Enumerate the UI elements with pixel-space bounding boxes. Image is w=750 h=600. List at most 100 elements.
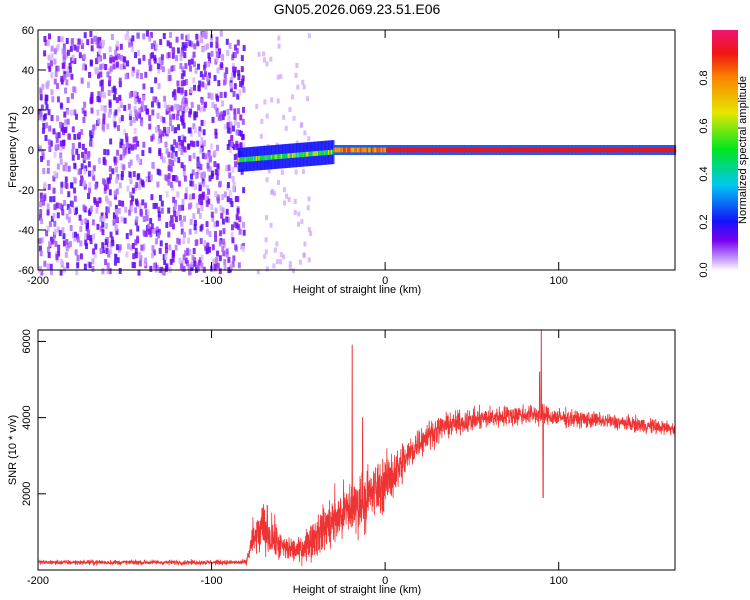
faint-cell <box>283 200 287 206</box>
noise-cell <box>117 125 121 132</box>
noise-cell <box>104 239 108 246</box>
noise-cell <box>222 238 226 245</box>
noise-cell <box>131 66 135 73</box>
colorbar-step <box>712 160 738 163</box>
noise-cell <box>89 30 93 37</box>
noise-cell <box>38 245 42 252</box>
colorbar-step <box>712 88 738 91</box>
noise-cell <box>80 43 84 50</box>
noise-cell <box>136 112 140 119</box>
noise-cell <box>167 52 171 59</box>
noise-cell <box>59 158 63 165</box>
carrier-cell <box>441 147 445 153</box>
noise-cell <box>146 108 150 115</box>
noise-cell <box>202 119 206 126</box>
colorbar-step <box>712 174 738 177</box>
carrier-cell <box>456 147 460 153</box>
carrier-cell <box>430 147 434 153</box>
carrier-cell <box>443 147 446 153</box>
noise-cell <box>176 87 180 94</box>
noise-cell <box>118 244 122 251</box>
snr-marks <box>37 329 676 567</box>
noise-cell <box>73 109 77 116</box>
colorbar-step <box>712 116 738 119</box>
faint-cell <box>307 196 311 202</box>
carrier-cell <box>662 147 666 153</box>
faint-cell <box>260 118 264 124</box>
carrier-cell <box>361 147 364 153</box>
noise-cell <box>197 259 201 266</box>
noise-cell <box>86 229 90 236</box>
noise-cell <box>184 90 188 97</box>
faint-cell <box>282 114 286 120</box>
noise-cell <box>79 225 83 232</box>
faint-cell <box>293 198 297 204</box>
carrier-cell <box>293 152 296 158</box>
noise-cell <box>86 233 90 240</box>
noise-cell <box>52 187 56 194</box>
noise-cell <box>226 122 230 129</box>
carrier-cell <box>334 147 338 153</box>
noise-cell <box>164 254 168 261</box>
colorbar-step <box>712 78 738 81</box>
carrier-cell <box>455 147 459 153</box>
noise-cell <box>99 80 103 87</box>
carrier-cell <box>659 147 663 153</box>
noise-cell <box>39 87 43 94</box>
noise-cell <box>229 86 233 93</box>
noise-cell <box>152 96 156 103</box>
noise-cell <box>166 105 170 112</box>
noise-cell <box>115 228 119 235</box>
noise-cell <box>231 166 235 173</box>
carrier-cell <box>454 147 457 153</box>
noise-cell <box>73 177 77 184</box>
noise-cell <box>140 100 144 107</box>
noise-cell <box>73 235 77 242</box>
noise-cell <box>223 191 227 198</box>
noise-cell <box>222 241 226 248</box>
noise-cell <box>116 257 120 264</box>
carrier-cell <box>562 147 566 153</box>
noise-cell <box>182 231 186 238</box>
carrier-cell <box>638 147 642 153</box>
carrier-cell <box>325 150 328 156</box>
noise-cell <box>73 58 77 65</box>
carrier-cell <box>479 147 482 153</box>
faint-cell <box>280 169 284 175</box>
noise-cell <box>112 63 116 70</box>
noise-cell <box>193 224 197 231</box>
colorbar-step <box>712 58 738 61</box>
noise-cell <box>99 225 103 232</box>
y-tick-label: 40 <box>22 65 34 77</box>
colorbar-step <box>712 128 738 131</box>
noise-cell <box>136 174 140 181</box>
noise-cell <box>174 203 178 210</box>
noise-cell <box>103 184 107 191</box>
noise-cell <box>102 118 106 125</box>
noise-cell <box>175 176 179 183</box>
carrier-cell <box>591 147 595 153</box>
carrier-cell <box>258 155 261 161</box>
noise-cell <box>76 262 80 269</box>
y-tick-label: -40 <box>18 225 34 237</box>
carrier-cell <box>588 147 592 153</box>
noise-cell <box>142 141 146 148</box>
faint-cell <box>277 43 281 49</box>
noise-cell <box>181 66 185 73</box>
noise-cell <box>109 173 113 180</box>
carrier-cell <box>413 147 417 153</box>
noise-cell <box>201 152 205 159</box>
noise-cell <box>158 150 162 157</box>
noise-cell <box>238 228 242 235</box>
noise-cell <box>108 248 112 255</box>
carrier-cell <box>525 147 528 153</box>
colorbar-step <box>712 240 738 243</box>
colorbar-step <box>712 150 738 153</box>
faint-cell <box>309 231 313 237</box>
noise-cell <box>64 176 68 183</box>
noise-cell <box>149 265 153 272</box>
noise-cell <box>68 62 72 69</box>
noise-cell <box>233 108 237 115</box>
noise-cell <box>152 262 156 269</box>
carrier-cell <box>365 147 368 153</box>
